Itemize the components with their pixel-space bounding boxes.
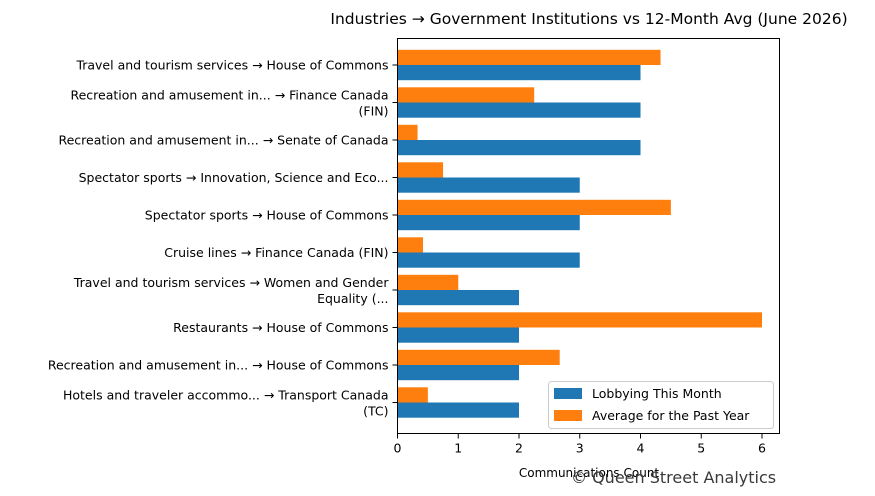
- bar-past-year-7: [397, 312, 762, 328]
- x-tick-label-2: 2: [515, 441, 523, 456]
- category-label-1-line2: (FIN): [359, 104, 389, 119]
- x-axis-label: Communications Count: [519, 466, 660, 480]
- category-label-6: Travel and tourism services → Women and …: [73, 275, 390, 290]
- bar-this-month-7: [397, 327, 519, 343]
- legend-label-this-month: Lobbying This Month: [592, 386, 722, 401]
- watermark: © Queen Street Analytics: [571, 468, 776, 487]
- bars: [397, 49, 762, 418]
- x-tick-label-4: 4: [637, 441, 645, 456]
- bar-this-month-2: [397, 140, 641, 156]
- x-tick-label-5: 5: [697, 441, 705, 456]
- bar-past-year-6: [397, 274, 459, 290]
- bar-this-month-4: [397, 215, 580, 231]
- category-label-8: Recreation and amusement in... → House o…: [48, 358, 389, 373]
- bar-this-month-8: [397, 365, 519, 381]
- category-label-6-line2: Equality (...: [317, 291, 388, 306]
- bar-this-month-3: [397, 177, 580, 193]
- x-tick-label-1: 1: [454, 441, 462, 456]
- category-label-9-line2: (TC): [363, 404, 388, 419]
- plot-frame: [397, 38, 780, 434]
- bar-past-year-5: [397, 237, 424, 253]
- bar-this-month-6: [397, 290, 519, 306]
- bar-past-year-8: [397, 349, 560, 365]
- category-label-2: Recreation and amusement in... → Senate …: [58, 133, 388, 148]
- bar-this-month-9: [397, 402, 519, 418]
- category-label-3: Spectator sports → Innovation, Science a…: [79, 170, 389, 185]
- legend-label-past-year: Average for the Past Year: [592, 408, 750, 423]
- bar-this-month-1: [397, 102, 641, 118]
- category-label-9: Hotels and traveler accommo... → Transpo…: [63, 388, 389, 403]
- x-ticks: 0 1 2 3 4 5 6: [394, 433, 766, 456]
- category-label-0: Travel and tourism services → House of C…: [75, 58, 388, 73]
- category-label-7: Restaurants → House of Commons: [173, 320, 388, 335]
- chart-title: Industries → Government Institutions vs …: [330, 10, 847, 28]
- bar-past-year-3: [397, 162, 444, 178]
- category-label-1: Recreation and amusement in... → Finance…: [70, 88, 388, 103]
- x-tick-label-3: 3: [576, 441, 584, 456]
- bar-past-year-0: [397, 49, 661, 65]
- bar-past-year-1: [397, 87, 535, 103]
- bar-past-year-4: [397, 199, 671, 215]
- bar-this-month-5: [397, 252, 580, 268]
- legend: Lobbying This Month Average for the Past…: [548, 381, 774, 429]
- legend-box: [548, 381, 774, 429]
- legend-swatch-past-year: [554, 410, 582, 421]
- category-label-4: Spectator sports → House of Commons: [145, 208, 389, 223]
- category-label-5: Cruise lines → Finance Canada (FIN): [164, 245, 388, 260]
- category-labels: Travel and tourism services → House of C…: [48, 58, 398, 419]
- bar-past-year-2: [397, 124, 418, 140]
- bar-this-month-0: [397, 65, 641, 81]
- x-tick-label-6: 6: [758, 441, 766, 456]
- legend-swatch-this-month: [554, 388, 582, 399]
- x-tick-label-0: 0: [394, 441, 402, 456]
- bar-past-year-9: [397, 387, 428, 403]
